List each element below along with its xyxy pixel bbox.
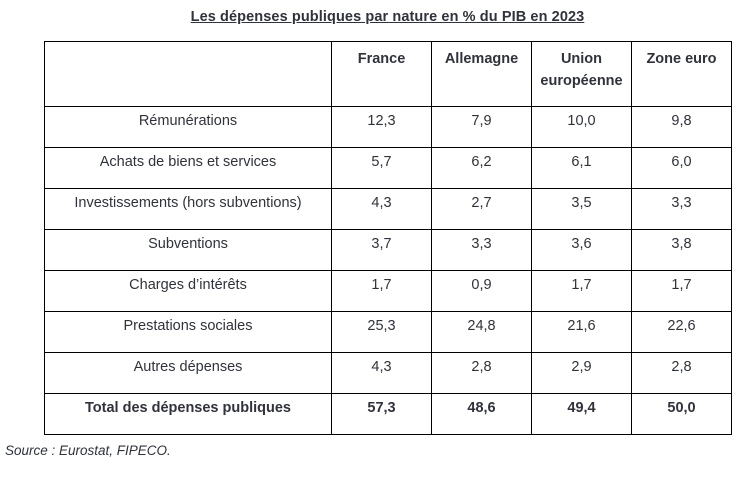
cell-value: 6,0 [631, 147, 732, 189]
cell-value: 3,8 [631, 229, 732, 271]
cell-value: 1,7 [331, 270, 432, 312]
cell-value: 3,7 [331, 229, 432, 271]
table-row: Charges d’intérêts 1,7 0,9 1,7 1,7 [44, 270, 732, 312]
cell-value: 4,3 [331, 352, 432, 394]
table-row: Subventions 3,7 3,3 3,6 3,8 [44, 229, 732, 271]
table-row: Investissements (hors subventions) 4,3 2,7… [44, 188, 732, 230]
row-label: Subventions [44, 229, 332, 271]
cell-value: 5,7 [331, 147, 432, 189]
cell-value: 25,3 [331, 311, 432, 353]
cell-value: 2,8 [631, 352, 732, 394]
cell-value: 2,7 [431, 188, 532, 230]
row-label: Achats de biens et services [44, 147, 332, 189]
cell-value: 1,7 [631, 270, 732, 312]
column-header-zone-euro: Zone euro [631, 41, 732, 107]
cell-value: 4,3 [331, 188, 432, 230]
column-header-empty [44, 41, 332, 107]
row-label: Total des dépenses publiques [44, 393, 332, 435]
cell-value: 6,2 [431, 147, 532, 189]
table-body: Rémunérations 12,3 7,9 10,0 9,8 Achats de bie… [44, 106, 732, 435]
table-row-total: Total des dépenses publiques 57,3 48,6 49,4… [44, 393, 732, 435]
cell-value: 24,8 [431, 311, 532, 353]
column-header-france: France [331, 41, 432, 107]
cell-value: 10,0 [531, 106, 632, 148]
cell-value: 2,9 [531, 352, 632, 394]
cell-value: 12,3 [331, 106, 432, 148]
cell-value: 6,1 [531, 147, 632, 189]
cell-value: 3,6 [531, 229, 632, 271]
cell-value: 50,0 [631, 393, 732, 435]
page: Les dépenses publiques par nature en % d… [0, 9, 751, 458]
cell-value: 0,9 [431, 270, 532, 312]
cell-value: 3,3 [631, 188, 732, 230]
column-header-allemagne: Allemagne [431, 41, 532, 107]
cell-value: 21,6 [531, 311, 632, 353]
cell-value: 2,8 [431, 352, 532, 394]
table-row: Autres dépenses 4,3 2,8 2,9 2,8 [44, 352, 732, 394]
cell-value: 22,6 [631, 311, 732, 353]
source-note: Source : Eurostat, FIPECO. [5, 443, 171, 458]
header-row: France Allemagne Union européenne Zone e… [44, 41, 732, 107]
table-row: Rémunérations 12,3 7,9 10,0 9,8 [44, 106, 732, 148]
cell-value: 48,6 [431, 393, 532, 435]
row-label: Prestations sociales [44, 311, 332, 353]
cell-value: 3,5 [531, 188, 632, 230]
row-label: Autres dépenses [44, 352, 332, 394]
cell-value: 3,3 [431, 229, 532, 271]
cell-value: 1,7 [531, 270, 632, 312]
table-row: Achats de biens et services 5,7 6,2 6,1 6,0 [44, 147, 732, 189]
page-title: Les dépenses publiques par nature en % d… [190, 9, 585, 25]
column-header-union-europeenne: Union européenne [531, 41, 632, 107]
table-row: Prestations sociales 25,3 24,8 21,6 22,6 [44, 311, 732, 353]
data-table: France Allemagne Union européenne Zone e… [44, 41, 732, 435]
row-label: Investissements (hors subventions) [44, 188, 332, 230]
cell-value: 49,4 [531, 393, 632, 435]
cell-value: 57,3 [331, 393, 432, 435]
row-label: Charges d’intérêts [44, 270, 332, 312]
row-label: Rémunérations [44, 106, 332, 148]
cell-value: 9,8 [631, 106, 732, 148]
cell-value: 7,9 [431, 106, 532, 148]
